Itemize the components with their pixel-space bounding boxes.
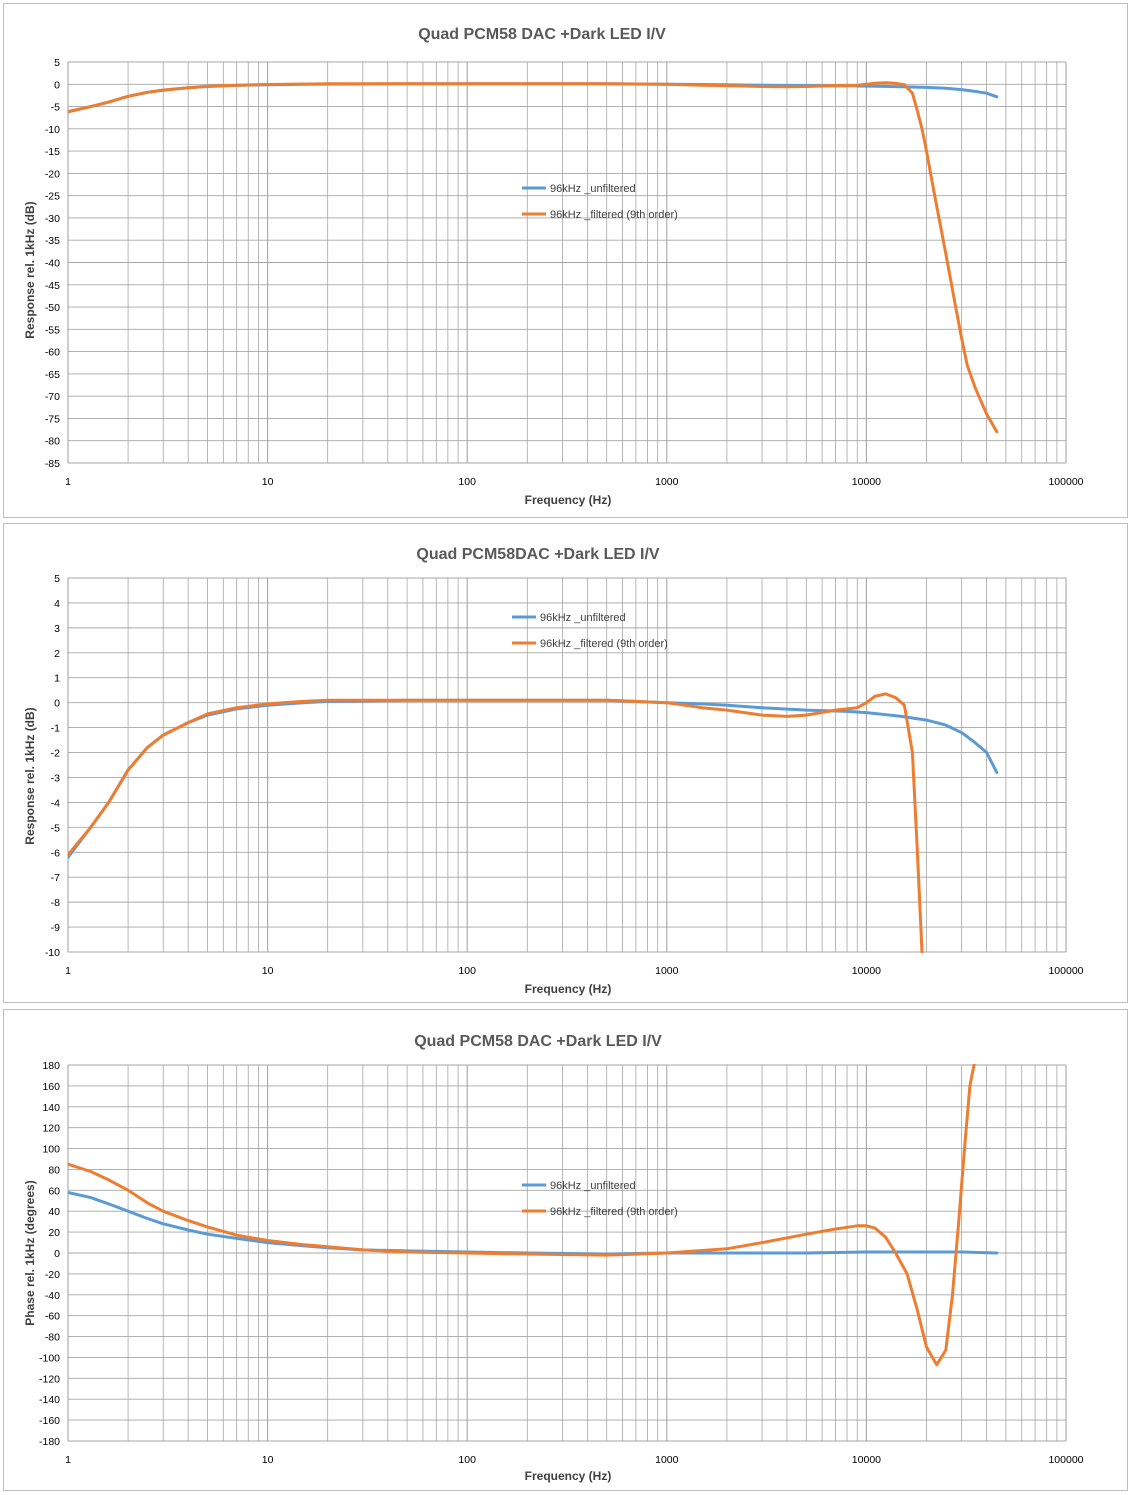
- chart-title: Quad PCM58 DAC +Dark LED I/V: [414, 1033, 662, 1050]
- magnitude-chart-panel: Quad PCM58 DAC +Dark LED I/V -85 -80 -75 -7…: [3, 3, 1128, 518]
- magnitude-zoom-chart-panel: Quad PCM58DAC +Dark LED I/V -10 -9 -8 -7 -6-…: [3, 523, 1128, 1003]
- y-tick-label: -7: [51, 872, 60, 884]
- y-tick-label: 3: [54, 623, 60, 635]
- y-tick-label: 120: [42, 1123, 60, 1135]
- y-tick-label: -60: [45, 1311, 60, 1323]
- series-filtered-line: [68, 692, 924, 953]
- y-tick-label: 0: [54, 698, 60, 710]
- y-tick-label: -75: [45, 413, 60, 425]
- y-tick-label: 40: [48, 1206, 60, 1218]
- y-tick-label: -40: [45, 1290, 60, 1302]
- x-tick-label: 100000: [1048, 965, 1083, 977]
- y-tick-label: -1: [51, 723, 60, 735]
- y-tick-label: -6: [51, 847, 60, 859]
- series-filtered-line: [68, 81, 999, 434]
- y-tick-label: 5: [54, 57, 60, 69]
- y-tick-label: -2: [51, 748, 60, 760]
- y-tick-label: 180: [42, 1060, 60, 1072]
- y-tick-label: -80: [45, 1332, 60, 1344]
- chart-title: Quad PCM58DAC +Dark LED I/V: [416, 546, 660, 563]
- magnitude-zoom-chart: Quad PCM58DAC +Dark LED I/V -10-9-8-7-6-…: [23, 546, 1084, 996]
- y-axis-label: Response rel. 1kHz (dB): [23, 201, 37, 338]
- y-tick-label: -55: [45, 324, 60, 336]
- y-axis-label: Response rel. 1kHz (dB): [23, 707, 37, 844]
- x-tick-label: 1: [65, 1454, 71, 1466]
- y-tick-label: -15: [45, 146, 60, 158]
- x-tick-label: 1: [65, 476, 71, 488]
- x-tick-label: 100: [458, 476, 476, 488]
- y-tick-label: 20: [48, 1227, 60, 1239]
- y-tick-label: 60: [48, 1185, 60, 1197]
- y-tick-label: -10: [45, 947, 60, 959]
- y-tick-label: 160: [42, 1081, 60, 1093]
- y-tick-label: -5: [51, 822, 60, 834]
- y-tick-label: -60: [45, 347, 60, 359]
- y-tick-label: -140: [39, 1394, 60, 1406]
- y-tick-label: -80: [45, 436, 60, 448]
- y-tick-label: 4: [54, 598, 60, 610]
- x-axis-label: Frequency (Hz): [525, 1469, 612, 1483]
- y-tick-label: -9: [51, 922, 60, 934]
- y-tick-label: -5: [51, 102, 60, 114]
- y-tick-label: -65: [45, 369, 60, 381]
- x-tick-label: 1: [65, 965, 71, 977]
- y-tick-label: 140: [42, 1102, 60, 1114]
- y-tick-label: 0: [54, 1248, 60, 1260]
- y-tick-label: -85: [45, 458, 60, 470]
- x-tick-label: 100: [458, 965, 476, 977]
- magnitude-chart: Quad PCM58 DAC +Dark LED I/V -85 -80 -75 -7…: [23, 26, 1084, 507]
- x-axis-label: Frequency (Hz): [525, 493, 612, 507]
- y-tick-label: -45: [45, 280, 60, 292]
- y-tick-label: -8: [51, 897, 60, 909]
- x-tick-label: 1000: [655, 1454, 679, 1466]
- y-tick-label: 1: [54, 673, 60, 685]
- phase-chart-panel: Quad PCM58 DAC +Dark LED I/V -180 -160 -14…: [3, 1009, 1128, 1491]
- y-tick-label: 2: [54, 648, 60, 660]
- y-tick-label: -40: [45, 258, 60, 270]
- y-tick-label: -30: [45, 213, 60, 225]
- y-tick-label: 5: [54, 573, 60, 585]
- y-tick-label: -20: [45, 1269, 60, 1281]
- legend-label: 96kHz _filtered (9th order): [550, 209, 678, 221]
- y-tick-label: -160: [39, 1415, 60, 1427]
- y-tick-label: -120: [39, 1373, 60, 1385]
- y-tick-label: -4: [51, 797, 60, 809]
- legend-label: 96kHz _unfiltered: [550, 1180, 636, 1192]
- x-tick-label: 10: [262, 965, 274, 977]
- series-filtered-line: [68, 1064, 976, 1367]
- y-tick-label: -10: [45, 124, 60, 136]
- legend-label: 96kHz _filtered (9th order): [540, 638, 668, 650]
- y-tick-label: 100: [42, 1144, 60, 1156]
- x-tick-label: 1000: [655, 476, 679, 488]
- y-tick-label: -25: [45, 191, 60, 203]
- y-tick-label: -100: [39, 1352, 60, 1364]
- y-tick-label: -35: [45, 235, 60, 247]
- x-tick-label: 10: [262, 1454, 274, 1466]
- y-tick-label: -180: [39, 1436, 60, 1448]
- x-tick-label: 10000: [852, 965, 881, 977]
- y-tick-label: 80: [48, 1164, 60, 1176]
- phase-chart: Quad PCM58 DAC +Dark LED I/V -180 -160 -14…: [23, 1033, 1084, 1483]
- chart-title: Quad PCM58 DAC +Dark LED I/V: [418, 26, 666, 43]
- y-axis-label: Phase rel. 1kHz (degrees): [23, 1180, 37, 1325]
- y-tick-label: -20: [45, 168, 60, 180]
- y-tick-label: -50: [45, 302, 60, 314]
- y-tick-label: 0: [54, 79, 60, 91]
- x-tick-label: 10: [262, 476, 274, 488]
- x-tick-label: 100000: [1048, 1454, 1083, 1466]
- x-tick-label: 10000: [852, 476, 881, 488]
- x-tick-label: 100: [458, 1454, 476, 1466]
- x-tick-label: 1000: [655, 965, 679, 977]
- x-tick-label: 10000: [852, 1454, 881, 1466]
- x-tick-label: 100000: [1048, 476, 1083, 488]
- x-axis-label: Frequency (Hz): [525, 982, 612, 996]
- legend-label: 96kHz _unfiltered: [540, 612, 626, 624]
- y-tick-label: -70: [45, 391, 60, 403]
- legend-label: 96kHz _filtered (9th order): [550, 1206, 678, 1218]
- y-tick-label: -3: [51, 772, 60, 784]
- legend-label: 96kHz _unfiltered: [550, 183, 636, 195]
